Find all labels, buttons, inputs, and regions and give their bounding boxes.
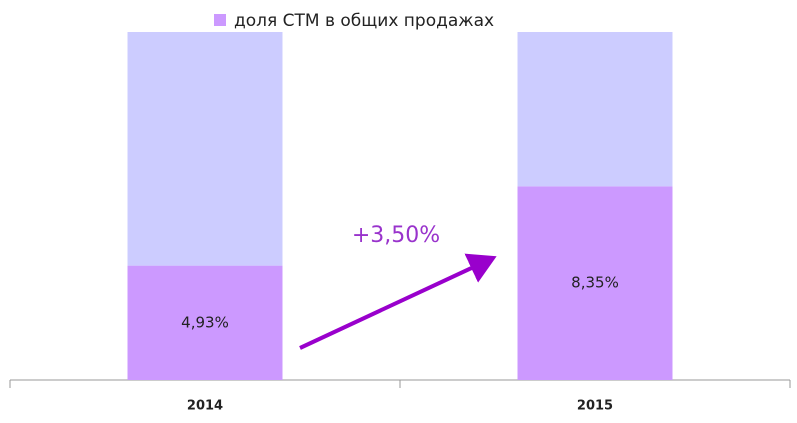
- annotation: +3,50%: [352, 223, 440, 248]
- growth-arrow: [299, 253, 497, 350]
- bar-segment: [127, 32, 283, 266]
- data-label: 4,93%: [181, 313, 229, 331]
- bar-segment: [517, 186, 673, 380]
- bar-segment: [127, 265, 283, 380]
- bar-segment: [517, 32, 673, 187]
- legend-label: доля СТМ в общих продажах: [234, 11, 494, 31]
- x-tick-label: 2014: [187, 399, 223, 414]
- legend-swatch: [214, 14, 226, 26]
- x-tick-label: 2015: [577, 399, 613, 414]
- data-label: 8,35%: [571, 274, 619, 292]
